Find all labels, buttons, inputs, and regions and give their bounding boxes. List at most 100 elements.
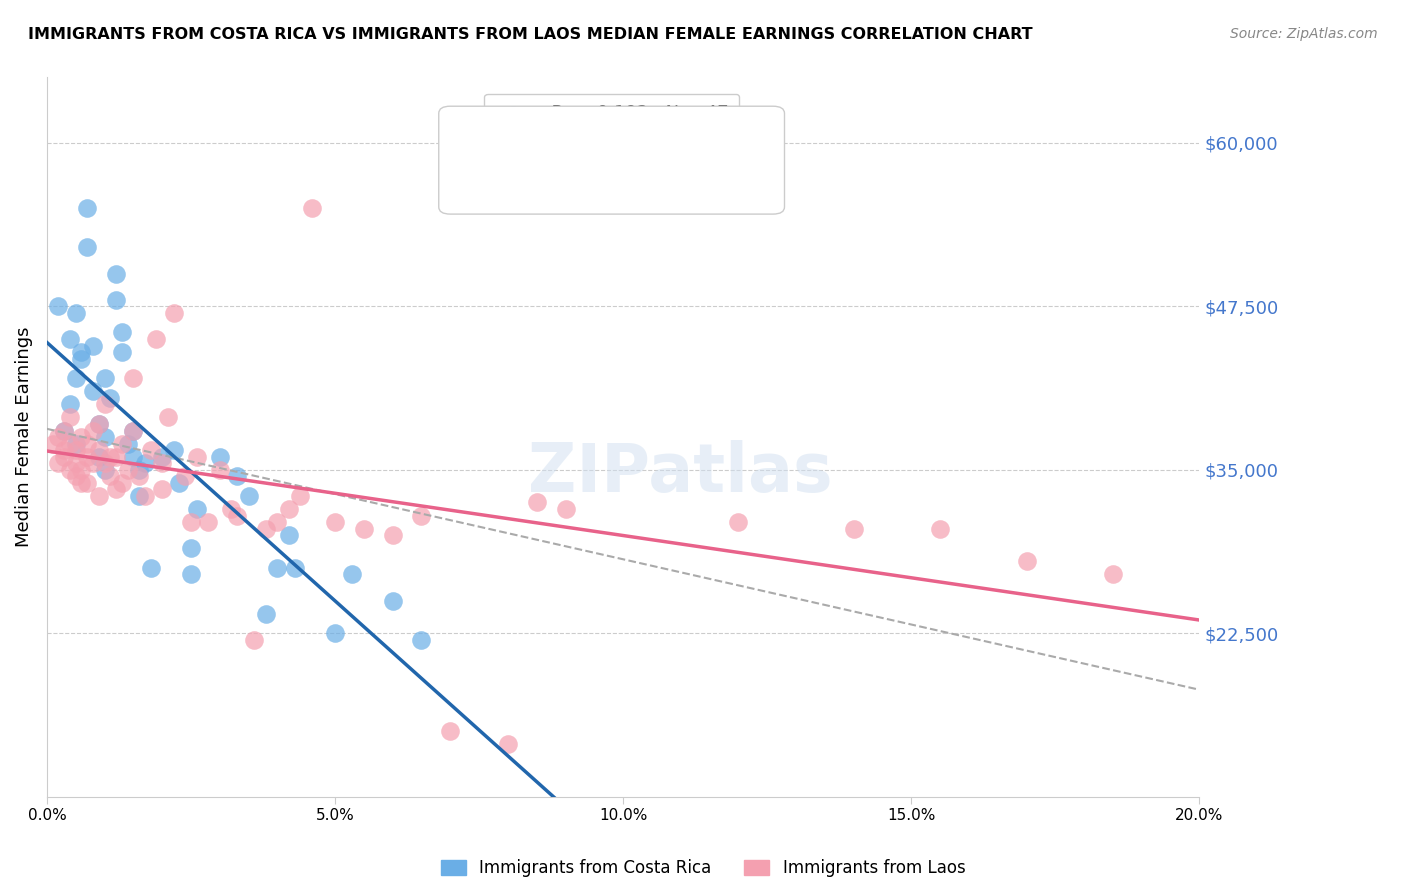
- Point: [87, 417, 110, 431]
- Point: [411, 632, 433, 647]
- Point: [323, 626, 346, 640]
- Point: [221, 502, 243, 516]
- Point: [59, 410, 82, 425]
- Point: [134, 489, 156, 503]
- Point: [105, 483, 128, 497]
- Point: [87, 450, 110, 464]
- Point: [266, 561, 288, 575]
- Point: [290, 489, 312, 503]
- Point: [128, 489, 150, 503]
- Point: [139, 561, 162, 575]
- Point: [180, 515, 202, 529]
- Point: [82, 456, 104, 470]
- Point: [301, 201, 323, 215]
- Point: [277, 528, 299, 542]
- Text: ZIPatlas: ZIPatlas: [529, 440, 834, 506]
- Point: [105, 293, 128, 307]
- Point: [226, 508, 249, 523]
- Point: [76, 436, 98, 450]
- Point: [93, 456, 115, 470]
- Point: [65, 469, 87, 483]
- Point: [93, 371, 115, 385]
- Point: [76, 475, 98, 490]
- Point: [65, 371, 87, 385]
- Point: [48, 430, 70, 444]
- Point: [65, 306, 87, 320]
- Point: [243, 632, 266, 647]
- Point: [180, 567, 202, 582]
- Point: [76, 240, 98, 254]
- Point: [208, 463, 231, 477]
- Point: [381, 593, 404, 607]
- Point: [76, 201, 98, 215]
- Point: [105, 450, 128, 464]
- Point: [48, 456, 70, 470]
- Legend: Immigrants from Costa Rica, Immigrants from Laos: Immigrants from Costa Rica, Immigrants f…: [434, 853, 972, 884]
- Point: [53, 450, 76, 464]
- Point: [208, 450, 231, 464]
- Point: [186, 450, 208, 464]
- Text: Source: ZipAtlas.com: Source: ZipAtlas.com: [1230, 27, 1378, 41]
- Point: [65, 436, 87, 450]
- Legend:   R = -0.192   N = 47,   R = -0.231   N = 68: R = -0.192 N = 47, R = -0.231 N = 68: [484, 94, 740, 159]
- Point: [277, 502, 299, 516]
- Point: [82, 424, 104, 438]
- Point: [111, 436, 134, 450]
- Point: [65, 443, 87, 458]
- Point: [1015, 554, 1038, 568]
- Point: [174, 469, 197, 483]
- Text: IMMIGRANTS FROM COSTA RICA VS IMMIGRANTS FROM LAOS MEDIAN FEMALE EARNINGS CORREL: IMMIGRANTS FROM COSTA RICA VS IMMIGRANTS…: [28, 27, 1033, 42]
- Point: [238, 489, 260, 503]
- Point: [105, 267, 128, 281]
- Point: [254, 607, 277, 621]
- Point: [53, 443, 76, 458]
- Point: [111, 345, 134, 359]
- Point: [41, 436, 63, 450]
- Point: [186, 502, 208, 516]
- Point: [150, 483, 173, 497]
- Point: [117, 463, 139, 477]
- Point: [76, 450, 98, 464]
- Point: [145, 332, 167, 346]
- Point: [342, 567, 364, 582]
- Point: [284, 561, 307, 575]
- Point: [134, 456, 156, 470]
- Point: [98, 391, 121, 405]
- Point: [70, 475, 93, 490]
- Point: [727, 515, 749, 529]
- Point: [122, 424, 145, 438]
- Point: [842, 522, 865, 536]
- Point: [353, 522, 375, 536]
- Point: [122, 450, 145, 464]
- Point: [82, 338, 104, 352]
- Point: [150, 456, 173, 470]
- Point: [526, 495, 548, 509]
- Point: [163, 306, 186, 320]
- Y-axis label: Median Female Earnings: Median Female Earnings: [15, 326, 32, 548]
- Point: [98, 469, 121, 483]
- Point: [496, 737, 519, 751]
- Point: [111, 326, 134, 340]
- Point: [381, 528, 404, 542]
- Point: [128, 469, 150, 483]
- Point: [70, 430, 93, 444]
- Point: [180, 541, 202, 556]
- Point: [59, 397, 82, 411]
- Point: [226, 469, 249, 483]
- Point: [122, 424, 145, 438]
- Point: [111, 475, 134, 490]
- Point: [117, 436, 139, 450]
- Point: [59, 463, 82, 477]
- Point: [70, 351, 93, 366]
- Point: [87, 417, 110, 431]
- Point: [156, 410, 179, 425]
- Point: [87, 489, 110, 503]
- Point: [93, 463, 115, 477]
- Point: [70, 463, 93, 477]
- Point: [411, 508, 433, 523]
- Point: [128, 463, 150, 477]
- Point: [139, 443, 162, 458]
- Point: [59, 332, 82, 346]
- Point: [65, 456, 87, 470]
- Point: [53, 424, 76, 438]
